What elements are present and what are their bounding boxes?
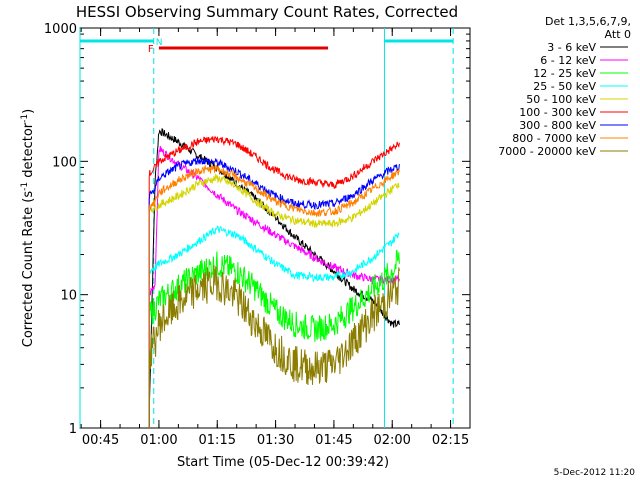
series-line-6 xyxy=(148,157,400,428)
y-axis-label: Corrected Count Rate (s-1 detector-1) xyxy=(20,109,36,347)
legend-label: 25 - 50 keV xyxy=(533,80,596,93)
legend-label: 100 - 300 keV xyxy=(519,106,596,119)
y-tick-label: 10 xyxy=(60,289,77,304)
footer-date: 5-Dec-2012 11:20 xyxy=(554,468,636,478)
legend-label: 50 - 100 keV xyxy=(526,93,596,106)
y-tick-label: 1000 xyxy=(44,22,77,37)
legend-subheader: Att 0 xyxy=(605,28,631,41)
series-line-4 xyxy=(148,173,400,428)
legend-label: 3 - 6 keV xyxy=(547,41,596,54)
x-tick-label: 01:45 xyxy=(315,433,352,448)
plot-frame xyxy=(79,27,471,429)
legend-label: 6 - 12 keV xyxy=(540,54,596,67)
legend-header: Det 1,3,5,6,7,9, xyxy=(545,15,631,28)
x-tick-label: 01:00 xyxy=(140,433,177,448)
legend-label: 7000 - 20000 keV xyxy=(498,145,596,158)
flare-flag-label: F xyxy=(148,44,154,55)
legend-label: 300 - 800 keV xyxy=(519,119,596,132)
series-line-7 xyxy=(148,164,400,428)
legend-label: 12 - 25 keV xyxy=(533,67,596,80)
series-line-2 xyxy=(148,249,400,428)
plot-area: 1 10 100 1000 00:45 01:00 01:15 01:30 01:45 02:00… xyxy=(44,22,471,448)
y-tick-label: 1 xyxy=(69,422,77,437)
series-line-8 xyxy=(148,264,400,428)
x-tick-label: 01:15 xyxy=(199,433,236,448)
legend-label: 800 - 7000 keV xyxy=(512,132,596,145)
x-tick-label: 01:30 xyxy=(257,433,294,448)
x-axis-label: Start Time (05-Dec-12 00:39:42) xyxy=(177,455,389,470)
x-tick-label: 02:00 xyxy=(373,433,410,448)
saa-marker-label: N xyxy=(156,38,163,48)
x-tick-label: 02:15 xyxy=(432,433,469,448)
series-line-5 xyxy=(148,135,400,428)
x-tick-label: 00:45 xyxy=(82,433,119,448)
y-tick-label: 100 xyxy=(52,155,77,170)
chart-title: HESSI Observing Summary Count Rates, Cor… xyxy=(76,3,458,21)
series-line-3 xyxy=(148,225,400,428)
